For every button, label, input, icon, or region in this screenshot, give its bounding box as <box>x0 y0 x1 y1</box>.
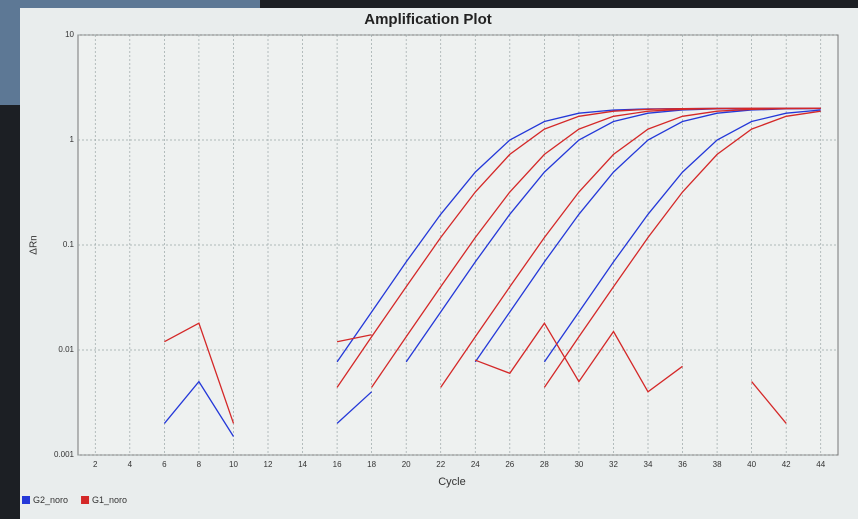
x-tick-label: 14 <box>298 460 307 469</box>
legend-swatch <box>22 496 30 504</box>
x-tick-label: 44 <box>816 460 825 469</box>
x-tick-label: 2 <box>93 460 98 469</box>
y-tick-label: 10 <box>65 30 74 39</box>
x-tick-label: 40 <box>747 460 756 469</box>
x-tick-label: 20 <box>402 460 411 469</box>
x-tick-label: 4 <box>128 460 133 469</box>
x-tick-label: 8 <box>197 460 202 469</box>
legend-label: G1_noro <box>92 495 127 505</box>
x-tick-label: 30 <box>574 460 583 469</box>
y-tick-label: 0.001 <box>54 450 75 459</box>
x-tick-label: 36 <box>678 460 687 469</box>
x-tick-label: 10 <box>229 460 238 469</box>
x-tick-label: 6 <box>162 460 167 469</box>
x-tick-label: 22 <box>436 460 445 469</box>
legend-label: G2_noro <box>33 495 68 505</box>
screen: Amplification Plot Cycle ΔRn 0.001 0.01 0.… <box>0 0 858 519</box>
y-tick-label: 0.01 <box>58 345 74 354</box>
y-tick-label: 1 <box>70 135 75 144</box>
legend-swatch <box>81 496 89 504</box>
x-tick-label: 18 <box>367 460 376 469</box>
x-tick-label: 38 <box>713 460 722 469</box>
x-tick-label: 16 <box>333 460 342 469</box>
x-tick-label: 26 <box>505 460 514 469</box>
y-axis-label: ΔRn <box>29 235 40 254</box>
x-tick-label: 24 <box>471 460 480 469</box>
y-tick-label: 0.1 <box>63 240 75 249</box>
x-tick-label: 12 <box>264 460 273 469</box>
x-tick-label: 42 <box>782 460 791 469</box>
x-tick-label: 34 <box>644 460 653 469</box>
x-axis-label: Cycle <box>438 476 466 488</box>
x-tick-label: 28 <box>540 460 549 469</box>
chart-title: Amplification Plot <box>364 11 492 28</box>
x-tick-label: 32 <box>609 460 618 469</box>
